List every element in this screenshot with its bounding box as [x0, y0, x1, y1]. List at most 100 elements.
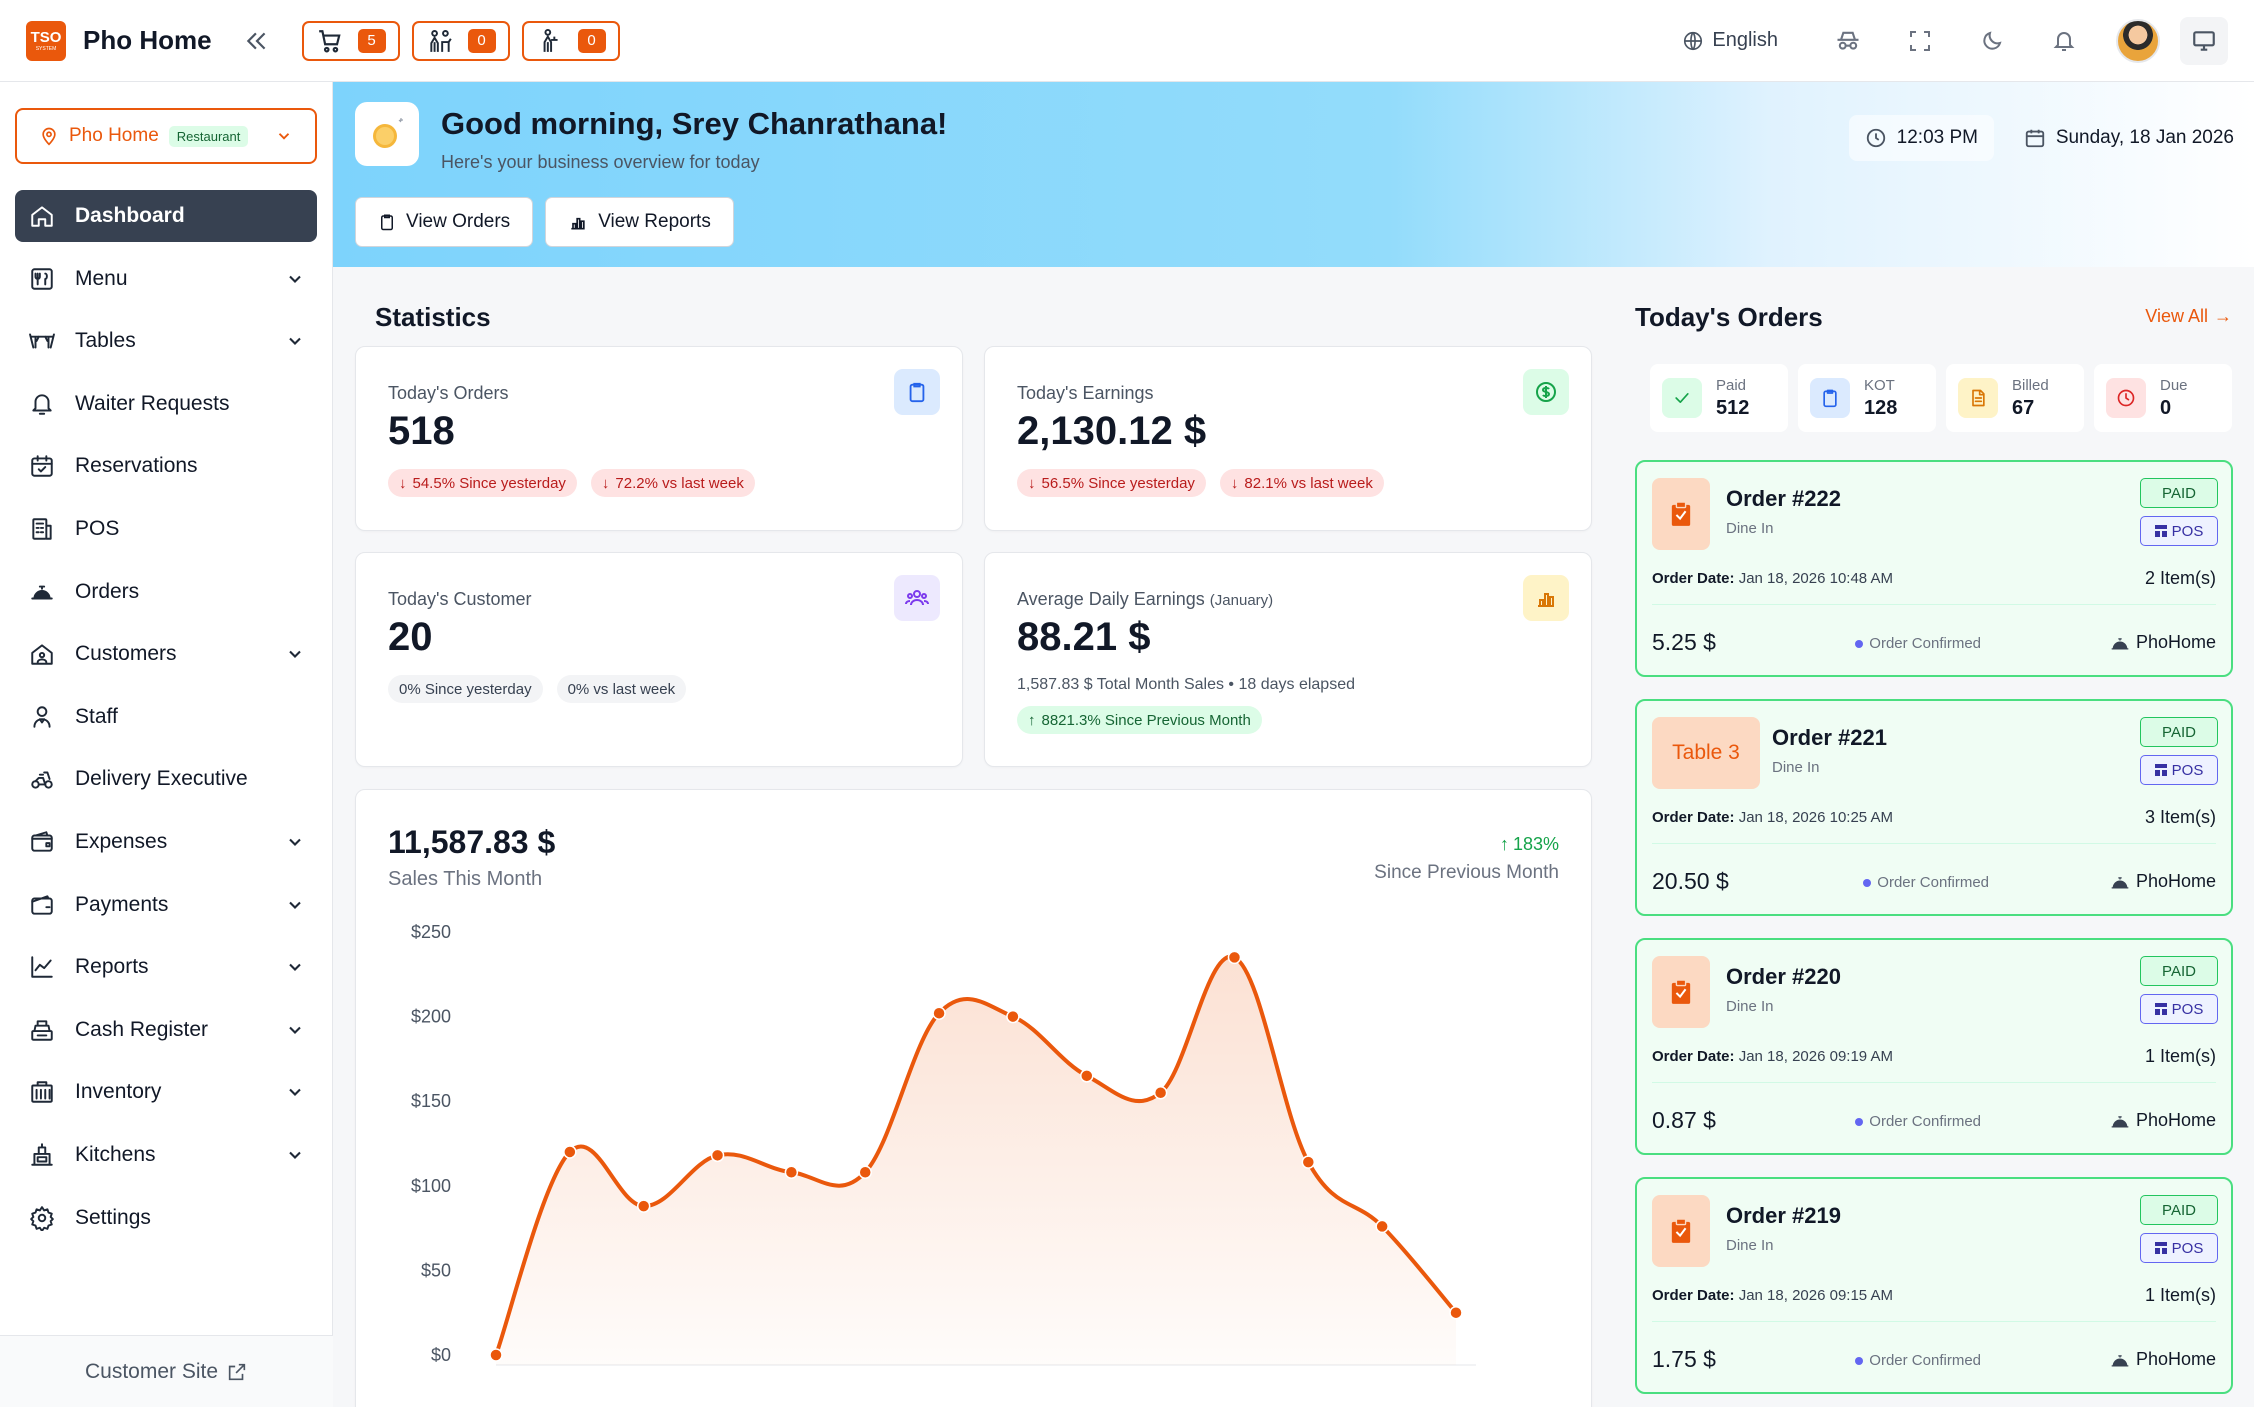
order-clipboard-icon	[1671, 1218, 1691, 1243]
view-orders-button[interactable]: View Orders	[355, 197, 534, 247]
branch-selector[interactable]: Pho Home Restaurant	[15, 108, 317, 164]
sidebar-item-customers[interactable]: Customers	[15, 628, 317, 680]
data-point[interactable]	[1080, 1069, 1094, 1083]
cart-count-badge: 5	[357, 28, 386, 53]
sidebar-item-cash-register[interactable]: Cash Register	[15, 1004, 317, 1056]
order-amount: 20.50 $	[1652, 868, 1729, 894]
sidebar-item-tables[interactable]: Tables	[15, 315, 317, 367]
notifications-button[interactable]	[2044, 21, 2084, 61]
chevron-down-icon[interactable]	[285, 644, 305, 664]
sidebar-item-kitchens[interactable]: Kitchens	[15, 1129, 317, 1181]
sales-growth-label: Since Previous Month	[1374, 862, 1559, 883]
view-reports-button[interactable]: View Reports	[545, 197, 734, 247]
summary-billed[interactable]: Billed 67	[1946, 364, 2084, 432]
chevron-down-icon[interactable]	[285, 832, 305, 852]
sidebar-item-reservations[interactable]: Reservations	[15, 440, 317, 492]
chevron-down-icon[interactable]	[285, 331, 305, 351]
waiter-request-counter[interactable]: 0	[411, 20, 510, 61]
customer-site-link[interactable]: Customer Site	[0, 1335, 333, 1407]
order-date-label: Order Date:	[1652, 570, 1735, 587]
view-all-orders-link[interactable]: View All →	[2145, 306, 2232, 327]
order-status-text: Order Confirmed	[1877, 874, 1989, 891]
paid-badge: PAID	[2140, 1195, 2218, 1225]
chevron-down-icon[interactable]	[285, 1145, 305, 1165]
language-selector[interactable]: English	[1682, 29, 1778, 52]
data-point[interactable]	[710, 1148, 725, 1163]
bell-icon	[2053, 31, 2075, 51]
sidebar-item-reports[interactable]: Reports	[15, 941, 317, 993]
data-point[interactable]	[1153, 1085, 1168, 1100]
sidebar-item-pos[interactable]: POS	[15, 503, 317, 555]
data-point[interactable]	[636, 1199, 651, 1213]
chevron-down-icon[interactable]	[285, 269, 305, 289]
app-logo[interactable]: TSO SYSTEM	[26, 20, 66, 61]
view-orders-label: View Orders	[406, 211, 511, 232]
kitchen-icon	[27, 1140, 57, 1170]
dark-mode-toggle[interactable]	[1972, 21, 2012, 61]
home-icon	[27, 201, 57, 231]
cart-orders-counter[interactable]: 5	[301, 20, 400, 61]
customer-display-button[interactable]	[2180, 16, 2228, 65]
summary-text: Billed 67	[2012, 377, 2049, 420]
average-daily-earnings-value: 88.21 $	[1017, 615, 1151, 659]
data-point[interactable]	[1006, 1009, 1020, 1024]
data-point[interactable]	[858, 1165, 872, 1180]
arrow-down-icon: ↓	[399, 474, 407, 492]
order-card[interactable]: Order #220 Dine In PAID POS Order Date: Jan …	[1635, 938, 2233, 1155]
sidebar-item-waiter-requests[interactable]: Waiter Requests	[15, 378, 317, 430]
sidebar-item-expenses[interactable]: Expenses	[15, 816, 317, 868]
data-point[interactable]	[1449, 1305, 1463, 1320]
source-badge: POS	[2140, 994, 2218, 1024]
view-reports-label: View Reports	[598, 211, 711, 232]
todays-customer-value: 20	[388, 615, 433, 659]
sidebar-item-menu[interactable]: Menu	[15, 253, 317, 305]
cloche-icon	[2111, 637, 2129, 649]
divider	[1652, 843, 2216, 844]
sidebar-item-payments[interactable]: Payments	[15, 879, 317, 931]
order-card[interactable]: Order #219 Dine In PAID POS Order Date: Jan …	[1635, 1177, 2233, 1394]
sidebar-item-dashboard[interactable]: Dashboard	[15, 190, 317, 242]
sidebar-item-settings[interactable]: Settings	[15, 1192, 317, 1244]
average-daily-earnings-label: Average Daily Earnings (January)	[1017, 589, 1273, 610]
sidebar-item-delivery-executive[interactable]: Delivery Executive	[15, 753, 317, 805]
collapse-sidebar-button[interactable]	[244, 28, 270, 54]
todays-customer-label: Today's Customer	[388, 589, 532, 609]
trend-badge: 0% Since yesterday	[388, 675, 543, 703]
summary-text: Due 0	[2160, 377, 2188, 420]
y-tick-label: $150	[411, 1091, 451, 1111]
sidebar-item-inventory[interactable]: Inventory	[15, 1066, 317, 1118]
summary-due[interactable]: Due 0	[2094, 364, 2232, 432]
order-card[interactable]: Table 3 Order #221 Dine In PAID POS Order Dat…	[1635, 699, 2233, 916]
calendar-check-icon	[31, 455, 53, 478]
order-type: Dine In	[1726, 1237, 1774, 1254]
chevron-down-icon[interactable]	[285, 1020, 305, 1040]
sidebar-item-staff[interactable]: Staff	[15, 691, 317, 743]
data-point[interactable]	[784, 1165, 799, 1180]
order-card[interactable]: Order #222 Dine In PAID POS Order Date: Jan …	[1635, 460, 2233, 677]
chevron-down-icon[interactable]	[285, 1082, 305, 1102]
chevron-down-icon[interactable]	[285, 895, 305, 915]
todays-orders-card: Today's Orders 518 ↓ 54.5% Since yesterda…	[355, 346, 963, 531]
data-point[interactable]	[1375, 1219, 1389, 1234]
data-point[interactable]	[1227, 950, 1242, 965]
waiter-counter[interactable]: 0	[521, 20, 620, 61]
user-avatar[interactable]	[2116, 18, 2160, 63]
sidebar-item-orders[interactable]: Orders	[15, 566, 317, 618]
todays-customer-trends: 0% Since yesterday 0% vs last week	[388, 675, 687, 703]
trend-badge: ↓ 72.2% vs last week	[590, 469, 755, 497]
data-point[interactable]	[1301, 1155, 1316, 1169]
chevron-down-icon	[278, 133, 290, 140]
sidebar: Pho Home Restaurant Dashboard Menu Tables W…	[0, 82, 333, 1407]
data-point[interactable]	[563, 1145, 577, 1159]
summary-paid[interactable]: Paid 512	[1650, 364, 1788, 432]
chevron-down-icon[interactable]	[285, 957, 305, 977]
data-point[interactable]	[932, 1006, 946, 1020]
summary-kot[interactable]: KOT 128	[1798, 364, 1936, 432]
todays-earnings-label: Today's Earnings	[1017, 383, 1154, 403]
label-suffix: (January)	[1209, 592, 1274, 609]
pos-icon	[27, 514, 57, 544]
data-point[interactable]	[489, 1348, 503, 1362]
incognito-button[interactable]	[1828, 21, 1868, 61]
summary-label: Due	[2160, 376, 2188, 394]
fullscreen-button[interactable]	[1900, 21, 1940, 61]
